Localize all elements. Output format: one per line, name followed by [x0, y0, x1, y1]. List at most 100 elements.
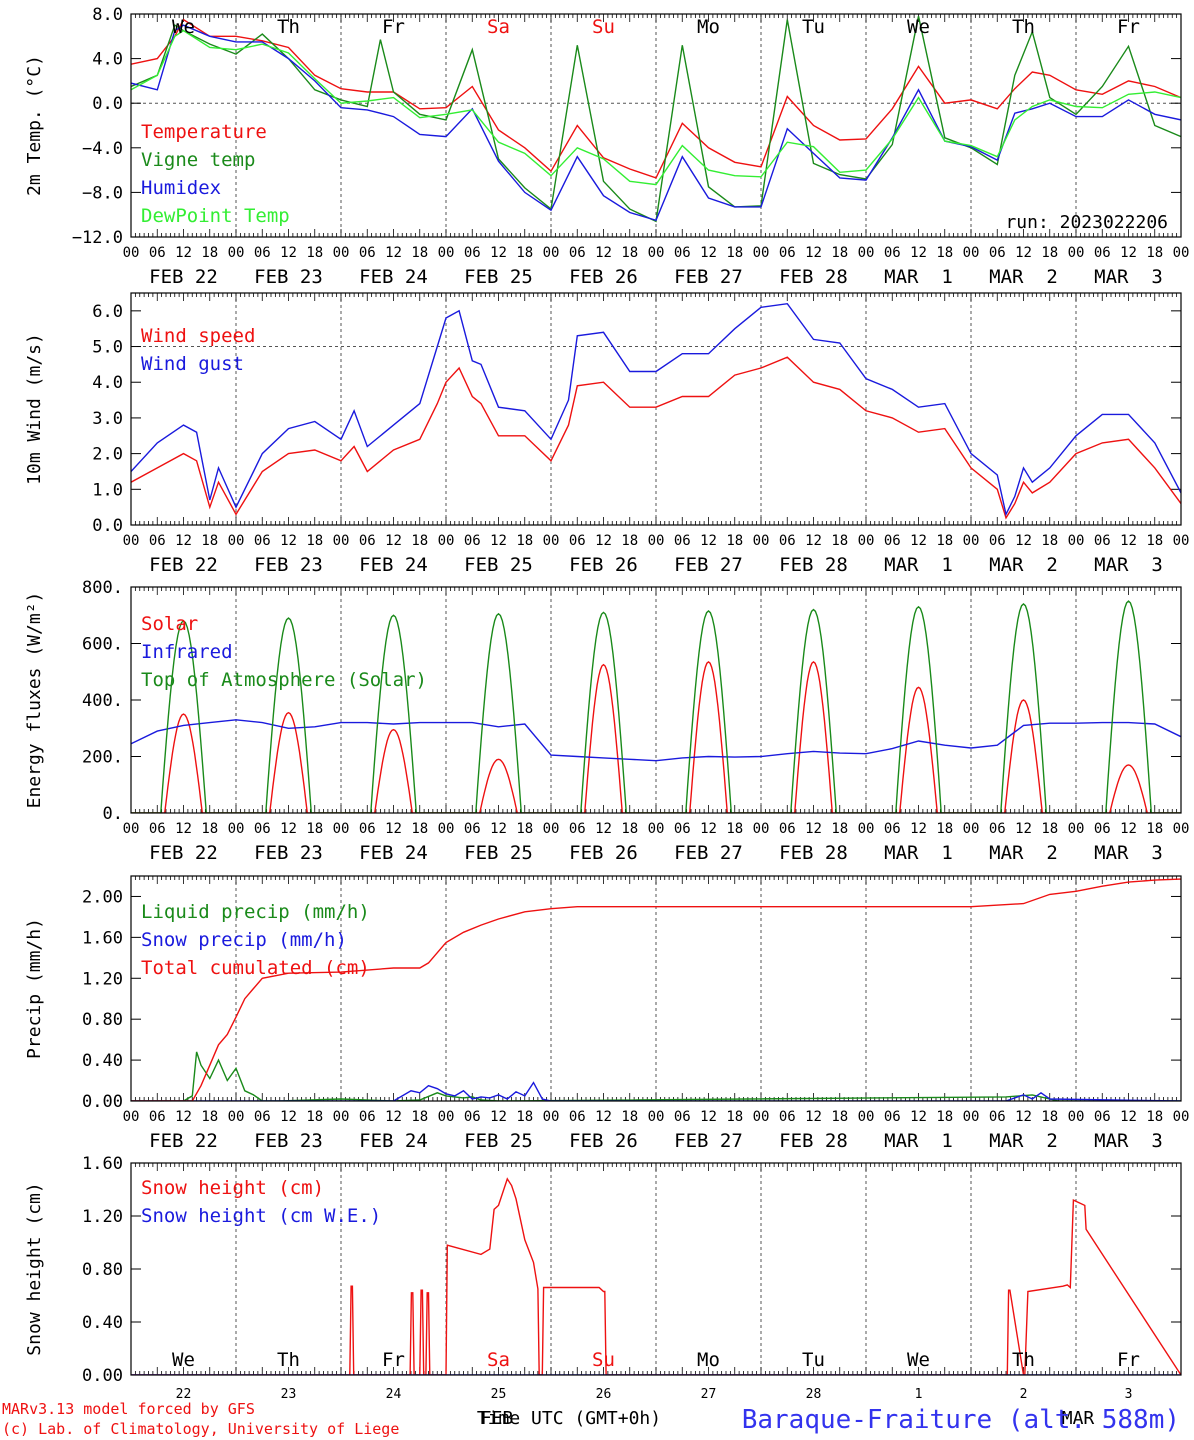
day-number-label: 26	[596, 1387, 612, 1402]
hour-tick-label: 00	[1068, 821, 1085, 837]
panel-frame	[130, 586, 1182, 814]
hour-tick-label: 00	[1173, 821, 1190, 837]
lab-credit: (c) Lab. of Climatology, University of L…	[2, 1420, 399, 1438]
hour-tick-label: 00	[123, 533, 140, 549]
hour-tick-label: 00	[438, 821, 455, 837]
series-group	[131, 600, 1181, 813]
day-number-label: 1	[915, 1387, 923, 1402]
weekday-label-top: We	[172, 16, 195, 38]
hour-tick-label: 18	[726, 1109, 743, 1125]
day-number-label: 22	[176, 1387, 192, 1402]
hour-tick-label: 00	[1173, 245, 1190, 261]
hour-tick-label: 06	[989, 245, 1006, 261]
hour-tick-label: 18	[621, 1109, 638, 1125]
day-number-label: 24	[386, 1387, 402, 1402]
hour-tick-label: 06	[254, 1109, 271, 1125]
hour-tick-label: 00	[438, 533, 455, 549]
hour-tick-label: 12	[490, 245, 507, 261]
hour-tick-label: 00	[858, 533, 875, 549]
hour-tick-label: 00	[543, 245, 560, 261]
run-label: run: 2023022206	[1005, 212, 1168, 233]
hour-tick-label: 18	[1146, 1109, 1163, 1125]
day-number-label: 28	[806, 1387, 822, 1402]
hour-tick-label: 12	[595, 533, 612, 549]
hour-tick-label: 00	[333, 245, 350, 261]
hour-tick-label: 06	[884, 245, 901, 261]
hour-tick-label: 00	[228, 533, 245, 549]
hour-tick-label: 18	[201, 821, 218, 837]
hour-tick-label: 00	[753, 533, 770, 549]
series-line-total-cumulated-cm	[131, 878, 1181, 1101]
hour-tick-label: 00	[333, 821, 350, 837]
hour-tick-label: 00	[543, 1109, 560, 1125]
series-line-dewpoint-temp	[131, 29, 1181, 186]
date-label: FEB 23	[254, 842, 323, 864]
series-group	[131, 16, 1181, 223]
weekday-label-top: Mo	[697, 16, 720, 38]
panel-4: 2.00 1.60 1.20 0.80 0.40 0.00 Precip (mm/h) Liq…	[24, 875, 1190, 1152]
weekday-label-bottom: Tu	[802, 1349, 825, 1371]
y-tick-label: 0.80	[82, 1260, 123, 1280]
hour-tick-label: 00	[753, 821, 770, 837]
hour-tick-label: 18	[936, 821, 953, 837]
hour-tick-label: 00	[1068, 245, 1085, 261]
date-label: FEB 24	[359, 554, 428, 576]
y-tick-label: 1.0	[92, 480, 123, 500]
day-number-label: 23	[281, 1387, 297, 1402]
date-label: FEB 27	[674, 842, 743, 864]
legend-wind-speed: Wind speed	[141, 325, 255, 347]
hour-tick-label: 12	[805, 245, 822, 261]
date-label: MAR 1	[884, 554, 953, 576]
hour-tick-label: 06	[884, 1109, 901, 1125]
hour-tick-label: 12	[910, 821, 927, 837]
hour-tick-label: 12	[1120, 1109, 1137, 1125]
hour-tick-label: 00	[963, 1109, 980, 1125]
hour-tick-label: 12	[700, 821, 717, 837]
y-tick-label: 2.00	[82, 887, 123, 907]
hour-tick-label: 18	[831, 245, 848, 261]
hour-tick-label: 12	[805, 821, 822, 837]
y-tick-label: 0.0	[92, 516, 123, 536]
hour-tick-label: 00	[1068, 1109, 1085, 1125]
y-tick-label: 1.60	[82, 928, 123, 948]
date-label: FEB 27	[674, 266, 743, 288]
hour-tick-label: 18	[516, 1109, 533, 1125]
hour-tick-label: 12	[805, 533, 822, 549]
hour-tick-label: 18	[411, 245, 428, 261]
y-tick-label: 0.	[103, 804, 123, 824]
hour-tick-label: 12	[1015, 821, 1032, 837]
hour-tick-label: 12	[595, 245, 612, 261]
hour-tick-label: 00	[543, 821, 560, 837]
panel-2: 6.0 5.0 4.0 3.0 2.0 1.0 0.0 10m Wind (m/s) Wind …	[24, 292, 1189, 576]
hour-tick-label: 00	[1173, 1109, 1190, 1125]
weekday-label-top: Fr	[1117, 16, 1140, 38]
series-line-temperature	[131, 18, 1181, 179]
y-tick-label: 0.00	[82, 1092, 123, 1112]
hour-tick-label: 00	[858, 245, 875, 261]
hour-tick-label: 00	[333, 533, 350, 549]
hour-tick-label: 06	[464, 821, 481, 837]
y-tick-label: 800.	[82, 578, 123, 598]
date-label: MAR 2	[989, 266, 1058, 288]
date-label: FEB 27	[674, 554, 743, 576]
hour-tick-label: 06	[254, 821, 271, 837]
hour-tick-label: 18	[621, 821, 638, 837]
date-label: FEB 22	[149, 266, 218, 288]
day-number-label: 25	[491, 1387, 507, 1402]
date-label: FEB 23	[254, 266, 323, 288]
date-label: FEB 26	[569, 266, 638, 288]
hour-tick-label: 06	[884, 821, 901, 837]
day-number-label: 3	[1125, 1387, 1133, 1402]
hour-tick-label: 12	[280, 245, 297, 261]
hour-tick-label: 18	[621, 533, 638, 549]
date-label: FEB 25	[464, 554, 533, 576]
hour-tick-label: 06	[779, 1109, 796, 1125]
date-label: MAR 2	[989, 554, 1058, 576]
weekday-label-bottom: Sa	[487, 1349, 510, 1371]
y-tick-label: 600.	[82, 635, 123, 655]
hour-tick-label: 18	[726, 245, 743, 261]
hour-tick-label: 18	[411, 821, 428, 837]
hour-tick-label: 00	[858, 821, 875, 837]
hour-tick-label: 18	[201, 533, 218, 549]
